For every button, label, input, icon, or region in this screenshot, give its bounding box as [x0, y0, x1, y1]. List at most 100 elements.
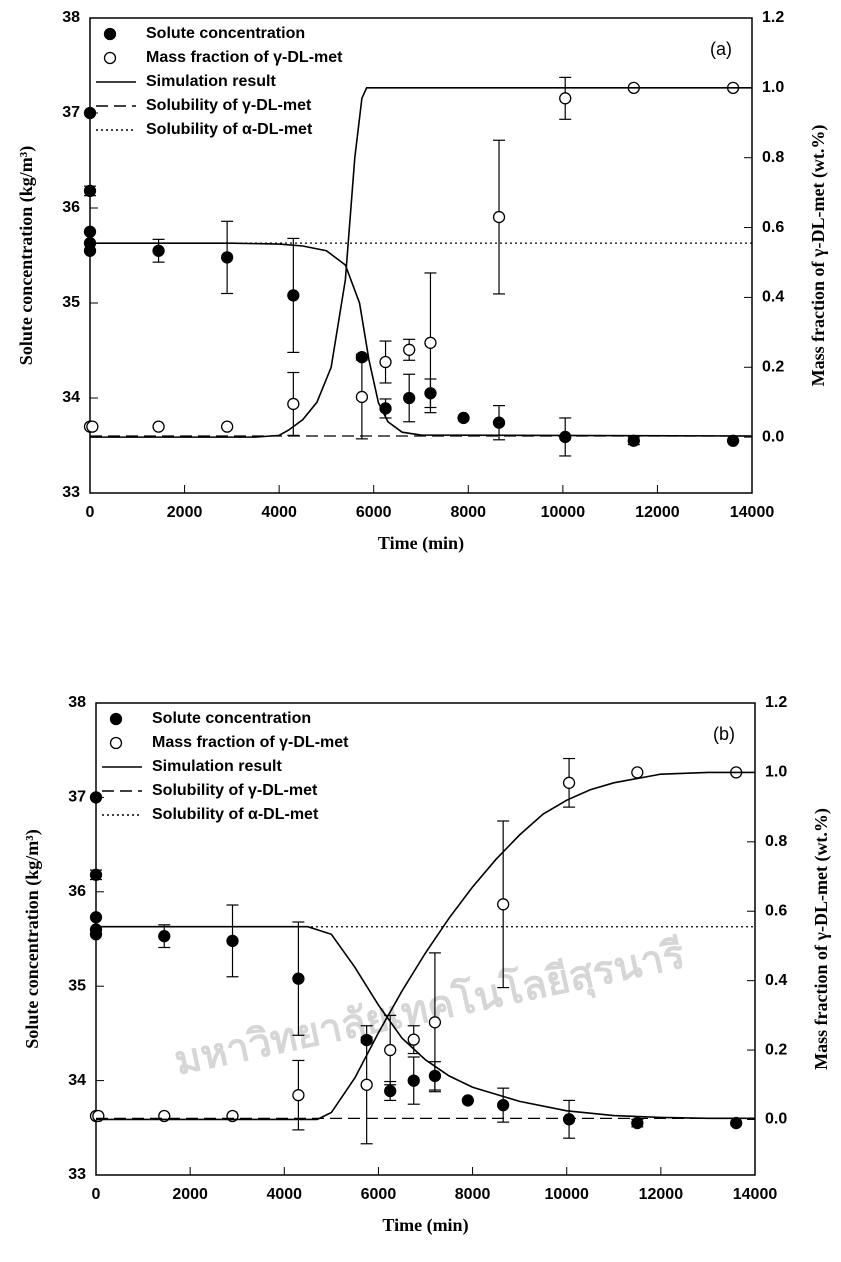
series-line — [96, 925, 755, 1120]
y2-tick-label: 0.2 — [765, 1041, 787, 1058]
x-tick-label: 12000 — [635, 504, 680, 521]
data-point — [407, 1074, 420, 1087]
y2-tick-label: 0.6 — [765, 902, 787, 919]
x-tick-label: 2000 — [167, 504, 203, 521]
y2-tick-label: 0.2 — [762, 358, 784, 375]
data-point — [152, 420, 165, 433]
y2-tick-label: 1.0 — [765, 764, 787, 781]
y-tick-label: 35 — [62, 294, 80, 311]
data-point — [461, 1094, 475, 1107]
data-point — [226, 934, 239, 948]
data-point — [627, 434, 640, 447]
legend-label: Solubility of α-DL-met — [146, 121, 313, 138]
x-tick-label: 12000 — [639, 1186, 684, 1203]
data-point — [83, 244, 97, 257]
x-tick-label: 0 — [86, 504, 95, 521]
legend-symbol — [103, 27, 117, 41]
y2-axis-label: Mass fraction of γ-DL-met (wt.%) — [811, 808, 832, 1070]
y-tick-label: 36 — [68, 883, 86, 900]
data-point — [492, 210, 506, 224]
x-tick-label: 6000 — [356, 504, 392, 521]
y-tick-label: 36 — [62, 199, 80, 216]
data-point — [158, 930, 171, 943]
x-tick-label: 6000 — [361, 1186, 397, 1203]
x-tick-label: 8000 — [455, 1186, 491, 1203]
data-point — [292, 1089, 305, 1102]
data-point — [457, 411, 470, 425]
x-tick-label: 10000 — [541, 504, 586, 521]
data-point — [559, 430, 572, 444]
data-point — [407, 1033, 420, 1046]
legend-label: Simulation result — [146, 73, 276, 90]
series-line — [90, 242, 753, 437]
data-point — [220, 420, 234, 433]
y-tick-label: 37 — [68, 789, 86, 806]
legend-label: Solubility of α-DL-met — [152, 806, 319, 823]
data-point — [384, 1084, 397, 1098]
data-point — [424, 336, 437, 349]
y2-tick-label: 0.0 — [762, 428, 784, 445]
x-axis-label: Time (min) — [378, 533, 464, 554]
data-point — [631, 1116, 644, 1130]
data-point — [220, 251, 234, 264]
data-point — [631, 766, 644, 779]
legend-label: Solute concentration — [146, 25, 305, 42]
legend-symbol — [109, 736, 123, 750]
x-tick-label: 4000 — [266, 1186, 302, 1203]
legend-label: Solubility of γ-DL-met — [146, 97, 312, 114]
data-point — [403, 343, 416, 356]
legend-symbol — [103, 51, 117, 65]
y2-tick-label: 1.2 — [762, 9, 784, 26]
data-point — [83, 225, 97, 238]
y-tick-label: 34 — [62, 389, 80, 406]
y-tick-label: 35 — [68, 977, 86, 994]
y-tick-label: 38 — [62, 9, 80, 26]
data-point — [403, 391, 416, 405]
legend-label: Solute concentration — [152, 710, 311, 727]
y2-tick-label: 1.0 — [762, 79, 784, 96]
data-point — [497, 1098, 510, 1112]
series-line — [90, 87, 752, 438]
data-point — [355, 390, 369, 404]
legend-label: Mass fraction of γ-DL-met — [146, 49, 343, 66]
data-point — [428, 1016, 442, 1029]
y-tick-label: 34 — [68, 1072, 86, 1089]
data-point — [360, 1078, 373, 1091]
y-tick-label: 33 — [62, 484, 80, 501]
legend-label: Solubility of γ-DL-met — [152, 782, 318, 799]
y2-tick-label: 0.6 — [762, 219, 784, 236]
x-tick-label: 0 — [92, 1186, 101, 1203]
y-tick-label: 33 — [68, 1166, 86, 1183]
y2-tick-label: 0.4 — [762, 289, 784, 306]
data-point — [89, 911, 103, 924]
panel-label: (a) — [710, 39, 732, 59]
data-point — [152, 244, 165, 257]
y2-tick-label: 1.2 — [765, 694, 787, 711]
data-point — [287, 397, 300, 411]
y2-tick-label: 0.4 — [765, 972, 787, 989]
data-point — [292, 972, 305, 985]
x-tick-label: 10000 — [544, 1186, 589, 1203]
data-point — [89, 868, 103, 881]
legend-label: Simulation result — [152, 758, 282, 775]
y2-tick-label: 0.8 — [762, 149, 784, 166]
x-tick-label: 4000 — [261, 504, 297, 521]
x-tick-label: 14000 — [733, 1186, 778, 1203]
data-point — [287, 289, 300, 302]
legend-symbol — [109, 712, 123, 726]
y-axis-label: Solute concentration (kg/m³) — [22, 829, 43, 1048]
legend-label: Mass fraction of γ-DL-met — [152, 734, 349, 751]
x-axis-label: Time (min) — [382, 1215, 468, 1236]
data-point — [379, 355, 392, 369]
y2-axis-label: Mass fraction of γ-DL-met (wt.%) — [808, 125, 829, 387]
data-point — [562, 1113, 576, 1126]
x-tick-label: 2000 — [172, 1186, 208, 1203]
data-point — [497, 898, 510, 911]
data-point — [559, 92, 572, 105]
y2-tick-label: 0.8 — [765, 833, 787, 850]
y-axis-label: Solute concentration (kg/m³) — [16, 146, 37, 365]
data-point — [83, 106, 97, 120]
y2-tick-label: 0.0 — [765, 1111, 787, 1128]
data-point — [89, 928, 103, 941]
